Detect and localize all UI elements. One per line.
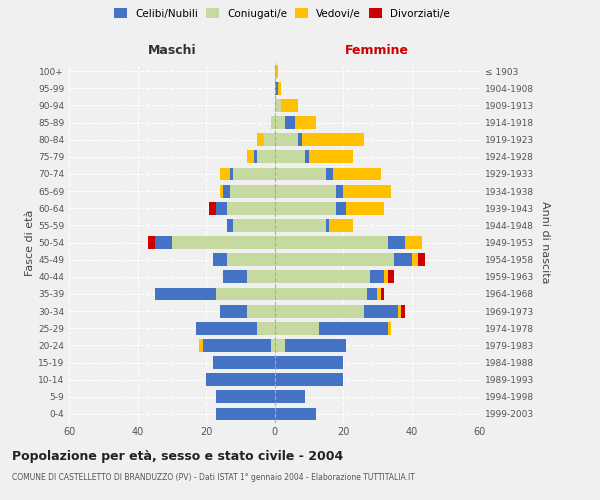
Bar: [223, 184, 230, 198]
Text: Femmine: Femmine: [345, 44, 409, 58]
Bar: [220, 168, 230, 180]
Bar: [275, 236, 388, 249]
Bar: [309, 150, 353, 163]
Bar: [196, 322, 257, 334]
Bar: [148, 236, 155, 249]
Bar: [172, 236, 275, 249]
Bar: [285, 339, 346, 352]
Bar: [326, 168, 333, 180]
Bar: [271, 116, 275, 129]
Bar: [275, 373, 343, 386]
Bar: [275, 99, 281, 112]
Bar: [155, 288, 216, 300]
Bar: [257, 322, 275, 334]
Bar: [213, 356, 275, 369]
Bar: [377, 288, 380, 300]
Y-axis label: Fasce di età: Fasce di età: [25, 210, 35, 276]
Bar: [275, 339, 285, 352]
Bar: [216, 390, 275, 403]
Bar: [275, 184, 336, 198]
Bar: [254, 150, 257, 163]
Bar: [275, 116, 285, 129]
Bar: [275, 304, 364, 318]
Bar: [275, 270, 370, 283]
Bar: [271, 339, 275, 352]
Bar: [398, 304, 401, 318]
Bar: [275, 390, 305, 403]
Bar: [388, 322, 391, 334]
Bar: [247, 304, 275, 318]
Bar: [275, 82, 278, 94]
Bar: [275, 408, 316, 420]
Bar: [364, 304, 398, 318]
Bar: [412, 253, 418, 266]
Bar: [319, 322, 388, 334]
Bar: [326, 219, 329, 232]
Bar: [213, 253, 227, 266]
Bar: [388, 236, 404, 249]
Bar: [278, 82, 281, 94]
Bar: [346, 202, 384, 214]
Bar: [275, 150, 305, 163]
Bar: [220, 304, 247, 318]
Bar: [216, 408, 275, 420]
Bar: [275, 219, 326, 232]
Bar: [233, 219, 275, 232]
Bar: [336, 184, 343, 198]
Bar: [275, 168, 326, 180]
Bar: [394, 253, 412, 266]
Bar: [275, 202, 336, 214]
Bar: [367, 288, 377, 300]
Text: Maschi: Maschi: [148, 44, 196, 58]
Bar: [302, 133, 364, 146]
Bar: [257, 150, 275, 163]
Legend: Celibi/Nubili, Coniugati/e, Vedovi/e, Divorziati/e: Celibi/Nubili, Coniugati/e, Vedovi/e, Di…: [111, 5, 453, 21]
Bar: [370, 270, 384, 283]
Bar: [285, 116, 295, 129]
Bar: [230, 168, 233, 180]
Bar: [209, 202, 216, 214]
Bar: [343, 184, 391, 198]
Bar: [275, 64, 278, 78]
Text: COMUNE DI CASTELLETTO DI BRANDUZZO (PV) - Dati ISTAT 1° gennaio 2004 - Elaborazi: COMUNE DI CASTELLETTO DI BRANDUZZO (PV) …: [12, 472, 415, 482]
Bar: [295, 116, 316, 129]
Text: Popolazione per età, sesso e stato civile - 2004: Popolazione per età, sesso e stato civil…: [12, 450, 343, 463]
Bar: [329, 219, 353, 232]
Bar: [220, 184, 223, 198]
Bar: [227, 253, 275, 266]
Bar: [206, 373, 275, 386]
Bar: [380, 288, 384, 300]
Bar: [281, 99, 298, 112]
Bar: [203, 339, 271, 352]
Bar: [275, 356, 343, 369]
Bar: [247, 270, 275, 283]
Bar: [275, 253, 394, 266]
Bar: [257, 133, 264, 146]
Bar: [216, 202, 227, 214]
Bar: [384, 270, 388, 283]
Bar: [227, 202, 275, 214]
Bar: [233, 168, 275, 180]
Bar: [223, 270, 247, 283]
Bar: [388, 270, 394, 283]
Bar: [264, 133, 275, 146]
Bar: [404, 236, 422, 249]
Y-axis label: Anni di nascita: Anni di nascita: [539, 201, 550, 284]
Bar: [216, 288, 275, 300]
Bar: [298, 133, 302, 146]
Bar: [275, 288, 367, 300]
Bar: [401, 304, 404, 318]
Bar: [305, 150, 309, 163]
Bar: [275, 133, 298, 146]
Bar: [275, 322, 319, 334]
Bar: [230, 184, 275, 198]
Bar: [155, 236, 172, 249]
Bar: [247, 150, 254, 163]
Bar: [418, 253, 425, 266]
Bar: [227, 219, 233, 232]
Bar: [199, 339, 203, 352]
Bar: [333, 168, 380, 180]
Bar: [336, 202, 346, 214]
